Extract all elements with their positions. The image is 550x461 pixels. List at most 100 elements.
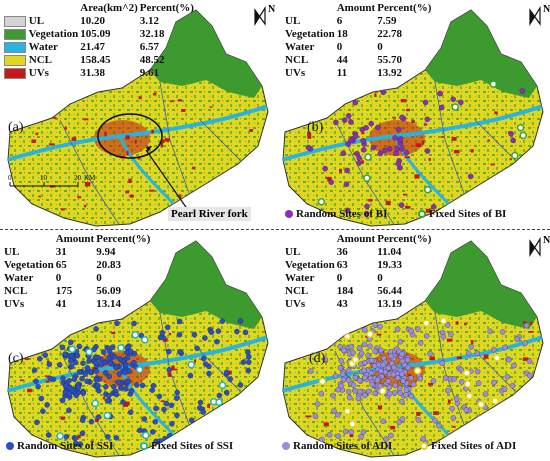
random-site-marker [95,414,102,420]
random-site-marker [353,133,359,140]
random-site-marker [76,343,83,350]
random-site-marker [169,421,175,427]
urban-village-patch [24,358,30,360]
random-site-marker [350,349,356,356]
random-site-marker [337,343,343,350]
fixed-site-marker [317,198,326,206]
random-site-marker [458,366,464,373]
stats-row-ul: UL 10.20 3.12 [4,15,196,28]
random-site-marker [223,369,230,375]
class-label: Water [4,272,34,284]
random-site-marker [63,383,69,389]
class-percent: 56.09 [96,285,121,297]
random-site-marker [340,376,347,383]
adi-random-marker-icon [282,442,290,451]
urban-village-patch [464,322,467,326]
fixed-site-marker [519,131,527,140]
random-site-marker [29,339,35,345]
random-site-marker [491,379,497,386]
header-area: Area(km^2) [80,2,138,14]
random-site-marker [328,179,334,185]
random-site-marker [399,371,405,377]
panel-divider [0,229,550,230]
river [283,102,543,164]
class-value: 0 [336,272,343,284]
random-site-marker [174,389,180,396]
urban-village-patch [529,439,533,441]
urban-village-patch [376,333,382,336]
random-site-marker [35,383,41,390]
random-site-marker [203,427,209,433]
random-site-marker [356,377,363,384]
stats-row-uvs: UVs 41 13.14 [4,298,152,311]
urban-village-patch [168,332,172,336]
fixed-site-marker [366,330,374,338]
random-site-marker [395,160,402,167]
random-site-marker [423,333,430,339]
class-label: UL [285,15,301,27]
urban-village-patch [83,118,89,121]
random-site-marker [66,391,73,397]
random-site-marker [427,350,433,357]
random-site-marker [109,344,116,350]
random-site-marker [335,386,341,393]
stats-row-uvs: UVs 43 13.19 [285,298,433,311]
random-site-marker [95,382,101,389]
class-percent: 32.18 [139,28,165,40]
random-site-marker [313,318,320,325]
random-site-marker [438,104,445,111]
urban-village-patch [507,203,512,209]
random-site-marker [522,340,528,346]
random-site-marker [348,343,355,350]
class-percent: 0 [96,272,102,284]
random-site-marker [382,147,388,154]
stats-row-water: Water 21.47 6.57 [4,41,196,54]
urban-village-patch [167,372,172,377]
random-site-marker [47,375,53,382]
random-site-marker [113,364,120,371]
random-site-marker [436,422,442,429]
stats-table-b: Amount Percent(%) UL 6 7.59 Vegetation 18 22.… [285,2,433,80]
urban-village-patch [408,385,413,388]
class-percent: 0 [377,272,383,284]
class-label: Water [285,41,315,53]
random-site-marker [448,331,454,337]
class-value: 175 [55,285,73,297]
random-site-marker [354,150,360,157]
random-site-marker [126,368,132,375]
legend-bi-random-label: Random Sites of BI [296,208,388,220]
stats-row-ncl: NCL 44 55.70 [285,54,433,67]
random-site-marker [336,330,343,337]
urban-village-patch [403,193,407,196]
class-percent: 0 [377,41,383,53]
random-site-marker [522,201,529,208]
random-site-marker [128,387,135,394]
random-site-marker [467,425,473,431]
urban-village-patch [60,94,63,97]
random-site-marker [75,384,82,391]
random-site-marker [56,362,63,368]
map-a [7,9,269,227]
random-site-marker [494,426,500,433]
class-percent: 6.57 [139,41,160,53]
random-site-marker [345,113,352,119]
random-site-marker [302,341,308,347]
random-site-marker [350,382,357,388]
random-site-marker [113,391,120,398]
random-site-marker [339,371,346,377]
urban-village-patch [385,200,391,205]
random-site-marker [392,135,398,141]
random-site-marker [103,383,109,390]
class-value: 21.47 [80,41,106,53]
urban-village-patch [64,126,67,130]
random-site-marker [408,375,414,381]
random-site-marker [348,119,354,125]
urban-village-patch [415,143,421,147]
random-site-marker [399,146,405,152]
random-site-marker [127,409,134,415]
fixed-site-marker [511,151,519,160]
urban-village-patch [455,321,459,325]
random-site-marker [361,327,368,333]
random-site-marker [149,387,156,393]
random-site-marker [105,434,111,440]
